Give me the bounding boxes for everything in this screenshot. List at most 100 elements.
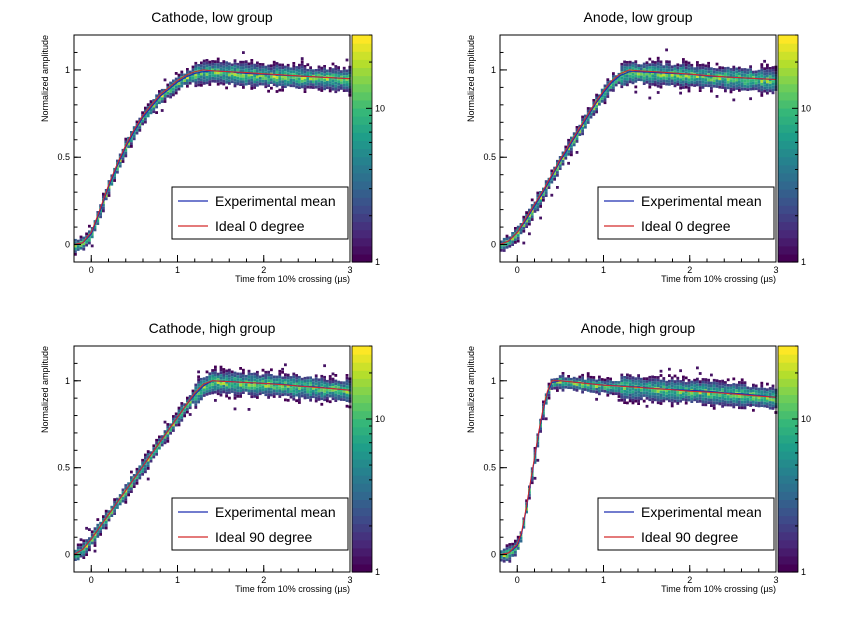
heatmap-cell — [693, 395, 696, 399]
colorbar-frame — [777, 34, 799, 263]
heatmap-cell — [516, 231, 520, 235]
heatmap-cell — [698, 83, 702, 87]
heatmap-cell — [239, 383, 242, 387]
heatmap-cell — [763, 387, 766, 391]
heatmap-cell — [298, 69, 301, 73]
heatmap-cell — [194, 67, 198, 71]
heatmap-cell — [726, 378, 730, 382]
heatmap-cell — [530, 198, 534, 202]
heatmap-cell — [191, 65, 195, 69]
heatmap-cell — [306, 85, 310, 89]
heatmap-cell — [603, 378, 607, 382]
heatmap-cell — [721, 66, 724, 70]
heatmap-cell — [79, 551, 83, 555]
heatmap-cell — [668, 396, 671, 400]
heatmap-cell — [648, 389, 652, 393]
heatmap-cell — [606, 379, 610, 383]
heatmap-cell — [752, 392, 755, 395]
heatmap-cell — [589, 389, 593, 393]
heatmap-cell — [617, 395, 621, 398]
heatmap-cell — [754, 384, 758, 388]
heatmap-cell — [637, 396, 640, 400]
heatmap-cell — [726, 403, 730, 407]
colorbar-step — [778, 563, 798, 573]
colorbar-step — [352, 99, 372, 109]
colorbar-frame — [351, 34, 373, 263]
heatmap-cell — [284, 71, 287, 74]
colorbar-step — [352, 563, 372, 573]
colorbar-step — [352, 83, 372, 93]
heatmap-cell — [323, 67, 326, 71]
colorbar-step — [352, 354, 372, 363]
heatmap-cell — [539, 202, 542, 205]
heatmap-cell — [746, 386, 750, 390]
heatmap-cell — [729, 73, 733, 77]
heatmap-cell — [328, 75, 332, 79]
heatmap-cell — [99, 527, 102, 531]
heatmap-cell — [715, 62, 719, 66]
heatmap-cell — [519, 231, 523, 235]
heatmap-cell — [74, 241, 77, 245]
heatmap-cell — [763, 396, 766, 399]
heatmap-cell — [214, 60, 217, 64]
heatmap-cell — [96, 518, 100, 521]
heatmap-cell — [281, 379, 284, 383]
heatmap-cell — [74, 558, 77, 561]
heatmap-cell — [331, 62, 335, 66]
heatmap-cell — [516, 239, 520, 243]
heatmap-cell — [340, 395, 343, 399]
heatmap-cell — [169, 95, 172, 99]
heatmap-cell — [640, 67, 643, 70]
heatmap-cell — [533, 207, 537, 210]
heatmap-cell — [130, 479, 133, 482]
heatmap-cell — [710, 89, 713, 93]
heatmap-cell — [342, 86, 346, 90]
heatmap-cell — [275, 375, 279, 379]
heatmap-cell — [578, 124, 582, 128]
heatmap-cell — [286, 387, 290, 391]
heatmap-cell — [631, 395, 635, 399]
heatmap-cell — [121, 488, 125, 492]
heatmap-cell — [124, 492, 128, 496]
colorbar-tick-label: 1 — [375, 257, 380, 267]
heatmap-cell — [743, 381, 747, 385]
heatmap-cell — [693, 81, 696, 85]
colorbar-step — [778, 547, 798, 557]
heatmap-cell — [116, 170, 119, 174]
heatmap-cell — [645, 380, 649, 383]
heatmap-cell — [130, 139, 133, 143]
heatmap-cell — [645, 78, 649, 81]
heatmap-cell — [222, 390, 226, 394]
heatmap-cell — [250, 59, 254, 62]
heatmap-cell — [239, 69, 242, 72]
heatmap-cell — [623, 74, 626, 78]
heatmap-cell — [270, 81, 273, 84]
heatmap-cell — [687, 393, 691, 396]
heatmap-cell — [539, 216, 542, 220]
heatmap-cell — [113, 498, 116, 501]
heatmap-cell — [216, 375, 220, 379]
heatmap-cell — [286, 379, 290, 383]
heatmap-cell — [211, 380, 214, 384]
heatmap-cell — [642, 391, 646, 395]
colorbar-step — [352, 124, 372, 133]
heatmap-cell — [768, 81, 772, 84]
heatmap-cell — [146, 458, 150, 462]
heatmap-cell — [312, 381, 315, 385]
heatmap-cell — [768, 401, 772, 404]
heatmap-cell — [760, 82, 764, 86]
x-tick-label: 0 — [515, 265, 520, 275]
heatmap-cell — [659, 388, 663, 391]
heatmap-cell — [342, 66, 346, 70]
heatmap-cell — [298, 375, 301, 379]
heatmap-cell — [177, 84, 181, 88]
heatmap-cell — [267, 393, 270, 396]
heatmap-cell — [684, 85, 688, 89]
heatmap-cell — [724, 72, 727, 76]
heatmap-cell — [298, 72, 301, 75]
heatmap-cell — [698, 394, 702, 398]
heatmap-cell — [320, 402, 324, 406]
heatmap-cell — [149, 100, 153, 103]
heatmap-cell — [581, 129, 584, 133]
